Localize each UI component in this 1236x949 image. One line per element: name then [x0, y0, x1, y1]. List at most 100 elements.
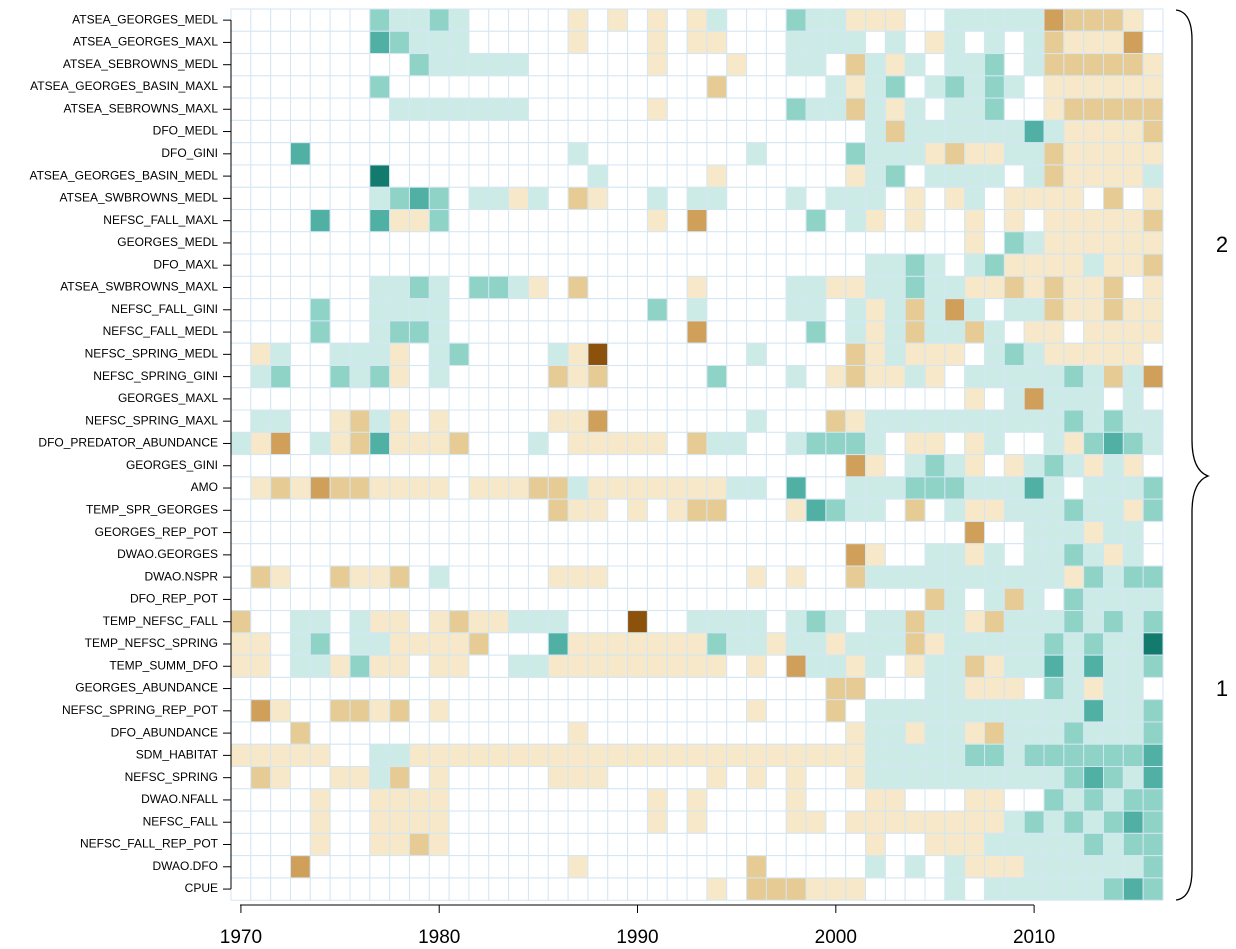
cell — [726, 743, 748, 768]
cell — [587, 387, 609, 411]
cell — [567, 699, 589, 723]
cell — [1043, 476, 1065, 500]
cell — [646, 476, 668, 500]
cell — [666, 97, 688, 121]
x-tick-label: 1990 — [616, 927, 658, 948]
cell — [845, 164, 867, 188]
cell — [309, 164, 331, 188]
cell — [408, 788, 430, 812]
cell — [845, 8, 867, 32]
cell — [508, 498, 529, 522]
cell — [1122, 788, 1144, 812]
cell — [627, 610, 648, 634]
cell — [1003, 53, 1025, 77]
cell — [230, 320, 252, 344]
cell — [527, 275, 549, 300]
cell — [746, 75, 767, 99]
cell — [627, 186, 648, 211]
cell — [686, 877, 708, 901]
cell — [1103, 654, 1124, 678]
cell — [448, 543, 470, 567]
cell — [765, 142, 787, 166]
cell — [1083, 654, 1105, 678]
cell — [250, 364, 272, 389]
cell — [607, 855, 629, 879]
cell — [1023, 587, 1045, 612]
cell — [607, 30, 629, 55]
cell — [825, 855, 847, 879]
cell — [1083, 565, 1105, 589]
cell — [964, 676, 986, 701]
cell — [904, 431, 926, 456]
cell — [765, 476, 787, 500]
cell — [567, 610, 589, 634]
cell — [785, 654, 807, 678]
cell — [488, 431, 510, 456]
cell — [765, 253, 787, 277]
cell — [329, 97, 351, 121]
cell — [448, 766, 470, 790]
cell — [230, 454, 252, 478]
row-label: ATSEA_SEBROWNS_MAXL — [64, 101, 219, 115]
cell — [428, 186, 450, 211]
cell — [666, 632, 688, 656]
cell — [1003, 142, 1025, 166]
cell — [369, 8, 391, 32]
cell — [270, 454, 291, 478]
cell — [230, 97, 252, 121]
cell — [726, 275, 748, 300]
cell — [884, 119, 906, 144]
cell — [369, 654, 391, 678]
cell — [1103, 543, 1124, 567]
cell — [369, 186, 391, 211]
cell — [508, 543, 529, 567]
cell — [250, 97, 272, 121]
cell — [270, 53, 291, 77]
cell — [765, 30, 787, 55]
cell — [964, 654, 986, 678]
cell — [1103, 298, 1124, 322]
cell — [765, 699, 787, 723]
cell — [230, 275, 252, 300]
cell — [1063, 231, 1085, 255]
cell — [408, 565, 430, 589]
cell — [329, 409, 351, 433]
cell — [1142, 632, 1164, 656]
cell — [309, 298, 331, 322]
cell — [726, 431, 748, 456]
cell — [666, 231, 688, 255]
cell — [865, 810, 886, 834]
cell — [924, 164, 946, 188]
cell — [865, 855, 886, 879]
cell — [746, 699, 767, 723]
cell — [607, 142, 629, 166]
cell — [230, 743, 252, 768]
cell — [547, 409, 569, 433]
cell — [448, 654, 470, 678]
cell — [230, 298, 252, 322]
cell — [884, 721, 906, 745]
cell — [488, 788, 510, 812]
cell — [666, 498, 688, 522]
cell — [944, 855, 966, 879]
cell — [1023, 119, 1045, 144]
cell — [309, 387, 331, 411]
cell — [924, 654, 946, 678]
cell — [547, 454, 569, 478]
cell — [805, 743, 827, 768]
cell — [845, 320, 867, 344]
cell — [805, 53, 827, 77]
cell — [904, 298, 926, 322]
cell — [924, 253, 946, 277]
cell — [825, 231, 847, 255]
cell — [686, 810, 708, 834]
cell — [1003, 431, 1025, 456]
cell — [230, 610, 252, 634]
cell — [508, 275, 529, 300]
cell — [1142, 476, 1164, 500]
cell — [924, 610, 946, 634]
cell — [527, 298, 549, 322]
cell — [904, 855, 926, 879]
cell — [1122, 97, 1144, 121]
cell — [1083, 298, 1105, 322]
